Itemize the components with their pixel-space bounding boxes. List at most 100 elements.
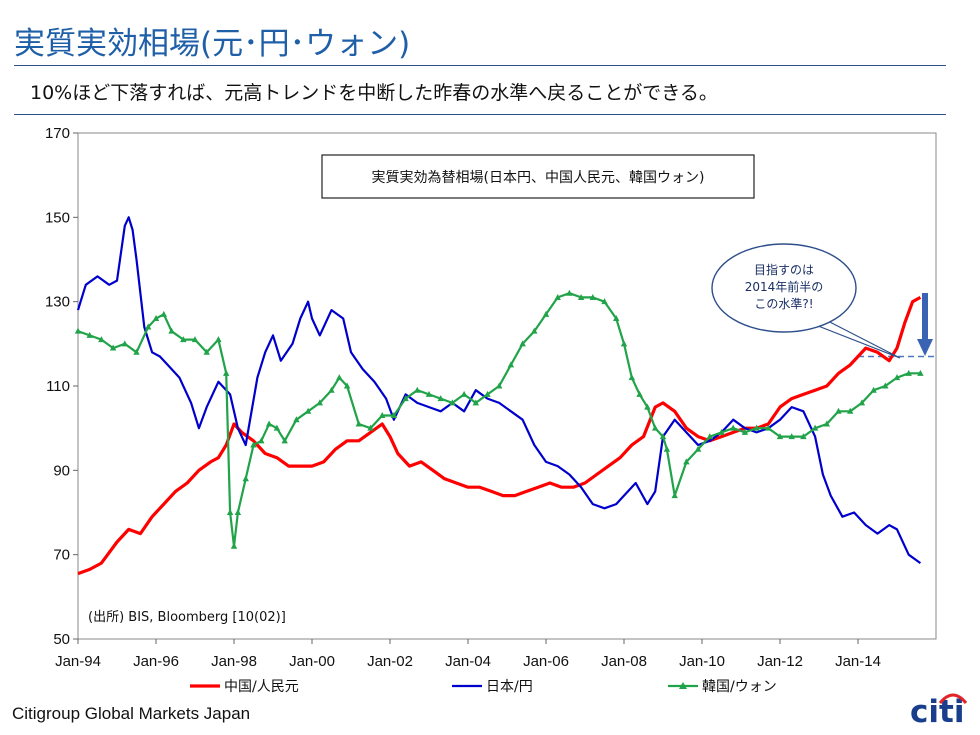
series-marker-korea [402,395,409,402]
y-tick-label: 150 [45,209,70,226]
series-marker-korea [336,374,343,381]
series-marker-korea [226,509,234,515]
series-marker-korea [152,315,160,322]
citi-logo-arc [938,693,968,704]
series-marker-korea [823,420,830,427]
callout-text: 2014年前半の [745,279,824,294]
y-tick-label: 130 [45,294,70,311]
series-marker-korea [542,310,550,317]
series-marker-korea [788,433,795,440]
series-marker-korea [706,433,713,440]
callout-text: 目指すのは [754,262,814,277]
title-divider [14,65,946,66]
series-marker-korea [659,433,667,440]
series-marker-korea [425,390,433,397]
series-marker-korea [191,336,199,343]
series-marker-korea [355,420,362,427]
series-marker-korea [109,344,117,351]
series-marker-korea [437,395,444,402]
x-tick-label: Jan-14 [835,653,881,670]
series-marker-korea [652,424,659,431]
x-tick-label: Jan-02 [367,653,413,670]
down-arrow-shaft [922,293,928,339]
series-marker-korea [258,437,265,444]
callout-text: この水準?! [754,296,813,311]
series-marker-korea [531,327,538,334]
series-marker-korea [905,369,912,376]
series-marker-korea [223,369,230,376]
series-line-japan [76,216,922,564]
series-marker-korea [328,386,335,393]
x-tick-label: Jan-00 [289,653,335,670]
x-tick-label: Jan-94 [55,653,101,670]
series-marker-korea [250,441,257,448]
series-marker-korea [811,424,819,431]
x-tick-label: Jan-04 [445,653,491,670]
series-marker-korea [367,424,374,431]
plot-area [77,132,937,640]
series-marker-korea [718,428,725,435]
legend-korea-label: 韓国/ウォン [702,679,777,695]
source-label: Citigroup Global Markets Japan [12,704,251,723]
series-marker-korea [121,340,128,347]
callout-bubble [711,243,857,333]
series-marker-korea [636,390,643,397]
series-marker-korea [835,407,842,414]
series-marker-korea [893,374,901,381]
series-marker-korea [765,424,772,431]
series-marker-korea [273,424,281,431]
series-marker-korea [741,428,749,435]
source-note: (出所) BIS, Bloomberg [10(02)] [88,610,286,625]
y-tick-label: 50 [53,631,70,648]
x-tick-label: Jan-08 [601,653,647,670]
x-tick-label: Jan-06 [523,653,569,670]
series-marker-korea [215,336,222,343]
subtitle-divider [14,114,946,115]
series-marker-korea [133,348,140,355]
legend-japan-label: 日本/円 [486,679,533,695]
series-marker-korea [519,340,526,347]
series-marker-korea [753,424,760,431]
series-marker-korea [449,399,456,406]
series-marker-korea [414,386,421,393]
series-marker-korea [304,407,312,414]
down-arrow-head [917,339,933,356]
series-marker-korea [379,412,386,419]
series-marker-korea [613,315,620,322]
series-marker-korea [281,437,288,444]
chart-title-box [321,154,755,199]
series-marker-korea [242,475,249,482]
series-marker-korea [882,382,889,389]
series-marker-korea [858,399,866,406]
series-marker-korea [230,542,238,549]
series-marker-korea [554,293,561,300]
series-marker-korea [870,386,877,393]
series-line-korea [77,292,921,548]
series-line-china [77,295,922,576]
legend-china-label: 中国/人民元 [224,679,299,695]
x-tick-label: Jan-10 [679,653,725,670]
series-marker-korea [683,458,690,465]
legend-korea-marker [679,682,687,689]
series-marker-korea [472,399,479,406]
series-marker-korea [730,424,737,431]
series-marker-korea [180,336,187,343]
series-marker-korea [460,390,468,397]
series-marker-korea [628,374,635,381]
series-marker-korea [620,340,628,347]
y-tick-label: 70 [53,547,70,564]
series-marker-korea [316,399,323,406]
page-subtitle: 10%ほど下落すれば、元高トレンドを中断した昨春の水準へ戻ることができる。 [30,82,718,104]
series-marker-korea [496,382,503,389]
series-marker-korea [589,293,596,300]
series-marker-korea [265,420,273,427]
series-marker-korea [293,416,300,423]
y-tick-label: 90 [53,462,70,479]
series-marker-korea [601,298,608,305]
series-marker-korea [390,412,398,419]
x-tick-label: Jan-98 [211,653,257,670]
series-marker-korea [86,331,93,338]
y-tick-label: 170 [45,125,70,142]
series-marker-korea [577,293,585,300]
series-marker-korea [343,382,351,389]
